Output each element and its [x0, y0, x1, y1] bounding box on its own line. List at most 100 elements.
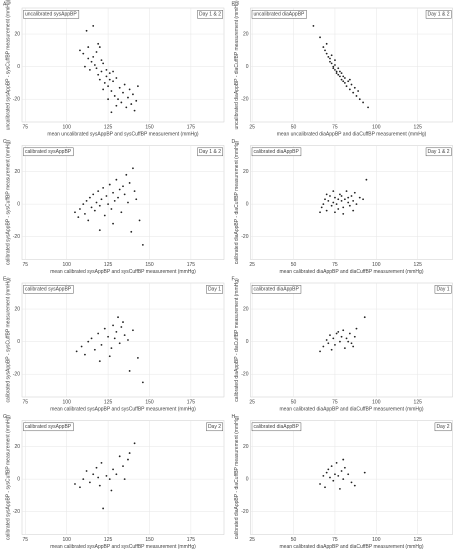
point — [343, 198, 346, 201]
panel-label: calibrated diaAppBP — [254, 424, 300, 430]
x-tick-label: 100 — [63, 124, 72, 130]
point — [322, 345, 325, 348]
point — [110, 90, 113, 92]
point — [108, 72, 111, 75]
point — [90, 206, 93, 209]
point — [357, 90, 360, 92]
point — [108, 355, 111, 358]
point — [335, 72, 338, 75]
point — [355, 95, 358, 97]
panel-label-box — [23, 147, 74, 157]
point — [110, 111, 113, 114]
y-tick-label: -20 — [241, 97, 248, 103]
x-tick-label: 25 — [249, 124, 255, 130]
x-tick-label: 150 — [145, 262, 154, 268]
point — [137, 357, 139, 359]
point — [365, 178, 368, 181]
day-label-box — [425, 147, 452, 157]
x-tick-label: 75 — [332, 537, 338, 543]
point — [108, 183, 111, 186]
point — [330, 465, 333, 467]
point — [97, 332, 100, 335]
panel-label-box — [23, 422, 74, 432]
point — [339, 75, 341, 78]
point — [130, 230, 133, 233]
point — [353, 86, 356, 89]
point — [107, 85, 109, 88]
point — [342, 478, 345, 481]
x-tick-label: 75 — [23, 399, 29, 405]
point — [118, 455, 121, 458]
point — [84, 65, 86, 68]
panel-label: calibrated sysAppBP — [25, 149, 72, 155]
panel-label-box — [251, 10, 307, 19]
point — [337, 474, 340, 477]
y-axis-label: calibrated sysAppBP - sysCuffBP measurem… — [5, 140, 11, 265]
point — [97, 42, 100, 45]
point — [93, 209, 96, 212]
point — [127, 201, 129, 204]
point — [115, 178, 118, 181]
point — [102, 88, 105, 91]
point — [135, 99, 138, 102]
point — [137, 85, 139, 88]
point — [79, 486, 81, 489]
y-tick-label: 20 — [243, 306, 249, 312]
point — [340, 199, 343, 202]
point — [353, 191, 356, 194]
point — [127, 96, 129, 99]
point — [348, 204, 351, 207]
point — [324, 198, 326, 201]
point — [122, 185, 124, 188]
point — [100, 59, 103, 62]
y-tick-label: -20 — [13, 234, 20, 240]
x-tick-label: 100 — [63, 262, 72, 268]
x-tick-label: 75 — [23, 262, 29, 268]
point — [92, 55, 95, 58]
point — [102, 186, 105, 189]
point — [362, 101, 364, 104]
point — [103, 327, 106, 330]
point — [74, 211, 76, 214]
point — [330, 62, 333, 65]
day-label: Day 2 — [208, 424, 221, 430]
point — [97, 476, 100, 479]
point — [82, 478, 85, 481]
point — [102, 62, 105, 65]
point — [80, 345, 83, 348]
day-label-box — [206, 422, 223, 432]
point — [362, 198, 364, 201]
point — [327, 199, 330, 202]
point — [107, 98, 109, 101]
point — [92, 25, 95, 27]
point — [319, 483, 321, 485]
y-tick-label: 20 — [243, 169, 249, 175]
point — [337, 67, 340, 70]
point — [348, 332, 351, 335]
point — [107, 203, 109, 206]
point — [112, 324, 114, 327]
panel-letter: B — [232, 1, 236, 7]
point — [334, 196, 336, 199]
point — [97, 73, 100, 76]
point — [332, 190, 335, 193]
point — [329, 195, 331, 197]
point — [108, 478, 111, 481]
y-tick-label: 20 — [14, 169, 20, 175]
x-tick-label: 25 — [249, 262, 255, 268]
plot-area — [21, 145, 225, 260]
plot-area — [250, 7, 453, 123]
point — [115, 104, 118, 107]
point — [84, 353, 86, 356]
point — [325, 209, 328, 212]
point — [84, 213, 86, 215]
point — [112, 468, 114, 471]
point — [330, 348, 333, 351]
x-tick-label: 150 — [145, 537, 154, 543]
point — [92, 193, 95, 196]
point — [135, 198, 138, 201]
x-tick-label: 125 — [104, 124, 113, 130]
point — [339, 340, 341, 343]
